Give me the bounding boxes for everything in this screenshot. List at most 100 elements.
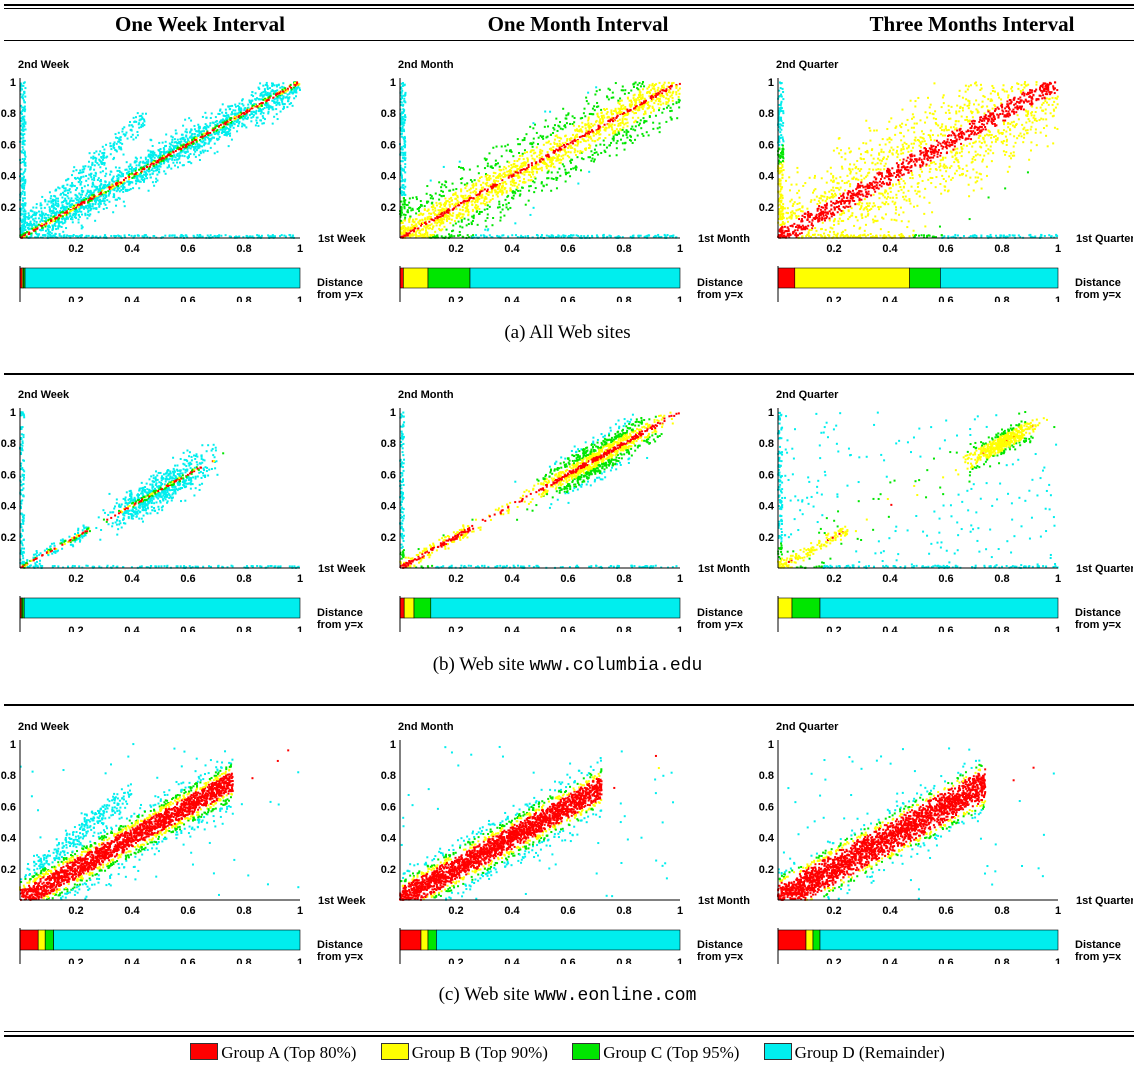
scatter-point [404,101,407,104]
scatter-point [546,171,549,174]
scatter-point [400,160,403,163]
scatter-point [21,187,24,190]
scatter-point [118,187,121,190]
scatter-point [108,181,111,184]
scatter-point [93,152,96,155]
scatter-point [520,168,523,171]
scatter-point [43,223,46,226]
scatter-point [584,140,587,143]
scatter-point [540,181,543,184]
scatter-point [564,150,567,153]
scatter-point [180,140,183,143]
scatter-point [489,165,492,168]
scatter-point [415,212,418,215]
scatter-point [662,86,665,89]
scatter-point [293,90,296,93]
scatter-point [76,176,79,179]
scatter-point [576,135,579,138]
scatter-point [621,122,624,125]
scatter-point [434,219,437,222]
scatter-point [117,176,120,179]
scatter-point [55,212,58,215]
scatter-point [286,106,289,109]
distance-tick-label: 0.4 [124,295,140,302]
scatter-point [498,173,501,176]
scatter-point [62,235,65,238]
scatter-point [475,182,478,185]
scatter-point [214,116,217,119]
scatter-point [233,118,236,121]
scatter-point [111,180,114,183]
scatter-point [537,136,540,139]
scatter-point [466,200,469,203]
distance-bar-segment [469,267,681,289]
scatter-point [472,217,475,220]
scatter-point [276,97,279,100]
scatter-point [492,183,495,186]
scatter-point [222,128,225,131]
scatter-point [532,149,535,152]
scatter-point [213,142,216,145]
scatter-point [64,199,67,202]
scatter-point [212,127,215,130]
scatter-point [252,95,255,98]
scatter-point [238,102,241,105]
scatter-point [97,203,100,206]
scatter-point [485,225,488,228]
scatter-point [66,202,69,205]
scatter-point [209,124,212,127]
scatter-point [154,180,157,183]
scatter-point [165,155,168,158]
scatter-point [180,144,183,147]
scatter-point [640,101,643,104]
scatter-point [617,131,620,134]
scatter-point [134,160,137,163]
scatter-point [652,109,655,112]
scatter-point [234,113,237,116]
scatter-point [472,191,475,194]
scatter-point [24,220,27,223]
scatter-point [24,180,27,183]
scatter-point [20,192,23,195]
scatter-point [612,130,615,133]
scatter-point [238,106,241,109]
scatter-point [140,170,143,173]
scatter-point [513,184,516,187]
scatter-point [25,235,28,238]
scatter-point [122,200,125,203]
scatter-point [54,195,57,198]
scatter-point [491,236,494,239]
scatter-point [227,122,230,125]
scatter-point [545,167,548,170]
scatter-point [540,169,543,172]
scatter-point [402,229,405,232]
scatter-point [661,86,664,89]
scatter-point [612,137,615,140]
scatter-point [94,207,97,210]
scatter-point [215,124,218,127]
scatter-point [263,103,266,106]
scatter-point [83,200,86,203]
scatter-point [21,133,24,136]
scatter-point [493,184,496,187]
scatter-point [44,234,47,237]
scatter-point [508,161,511,164]
scatter-point [411,227,414,230]
top-rule-1 [4,4,1134,6]
scatter-point [400,116,403,119]
scatter-point [471,209,474,212]
scatter-point [599,143,602,146]
scatter-point [26,216,29,219]
scatter-point [588,170,591,173]
scatter-point [575,129,578,132]
scatter-point [133,235,136,238]
scatter-point [591,130,594,133]
scatter-point [150,162,153,165]
scatter-point [22,232,25,235]
scatter-point [253,104,256,107]
scatter-point [402,227,405,230]
scatter-point [22,124,25,127]
scatter-point [202,140,205,143]
scatter-point [203,143,206,146]
scatter-point [409,234,412,237]
